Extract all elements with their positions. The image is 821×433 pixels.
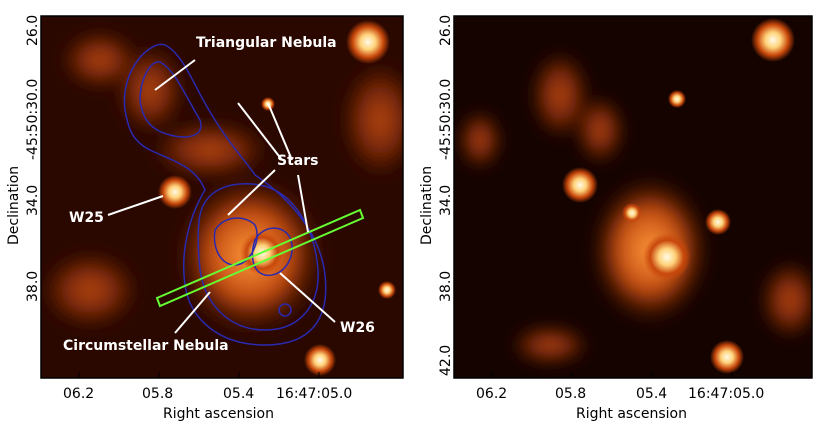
right-xtick-1: 06.2 [476, 386, 507, 402]
right-xtick-4: 16:47:05.0 [688, 386, 764, 402]
right-ytick-5: 42.0 [438, 345, 454, 376]
left-ytick-1: 26.0 [25, 15, 41, 46]
slit-overlay [155, 208, 365, 308]
right-frame [453, 15, 813, 379]
left-x-ticks [78, 372, 320, 378]
left-xtick-1: 06.2 [63, 386, 94, 402]
left-xtick-3: 05.4 [223, 386, 254, 402]
label-stars: Stars [277, 153, 318, 169]
left-ytick-3: 34.0 [25, 185, 41, 216]
right-xtick-3: 05.4 [636, 386, 667, 402]
right-xlabel: Right ascension [576, 406, 687, 422]
label-w25: W25 [69, 210, 104, 226]
left-ylabel: Declination [6, 166, 22, 245]
left-image-panel [41, 16, 403, 378]
right-ytick-2: -45:50:30.0 [438, 79, 454, 160]
right-ylabel: Declination [419, 166, 435, 245]
label-w26: W26 [340, 320, 375, 336]
contour-lines [123, 43, 327, 346]
left-xtick-2: 05.8 [142, 386, 173, 402]
left-xtick-4: 16:47:05.0 [276, 386, 352, 402]
label-triangular-nebula: Triangular Nebula [196, 35, 337, 51]
left-ytick-4: 38.0 [25, 271, 41, 302]
right-xtick-2: 05.8 [555, 386, 586, 402]
annotation-lines [107, 59, 336, 334]
left-frame [40, 15, 404, 379]
label-circumstellar-nebula: Circumstellar Nebula [63, 338, 229, 354]
right-ytick-3: 34.0 [438, 185, 454, 216]
right-ytick-4: 38.0 [438, 271, 454, 302]
right-ytick-1: 26.0 [438, 15, 454, 46]
left-ytick-2: -45:50:30.0 [25, 79, 41, 160]
left-y-ticks: 26.0 -45:50:30.0 34.0 38.0 [25, 15, 41, 302]
right-image-panel [454, 16, 812, 378]
right-y-ticks: 26.0 -45:50:30.0 34.0 38.0 42.0 [438, 15, 454, 376]
right-x-ticks [491, 372, 733, 378]
left-xlabel: Right ascension [163, 406, 274, 422]
